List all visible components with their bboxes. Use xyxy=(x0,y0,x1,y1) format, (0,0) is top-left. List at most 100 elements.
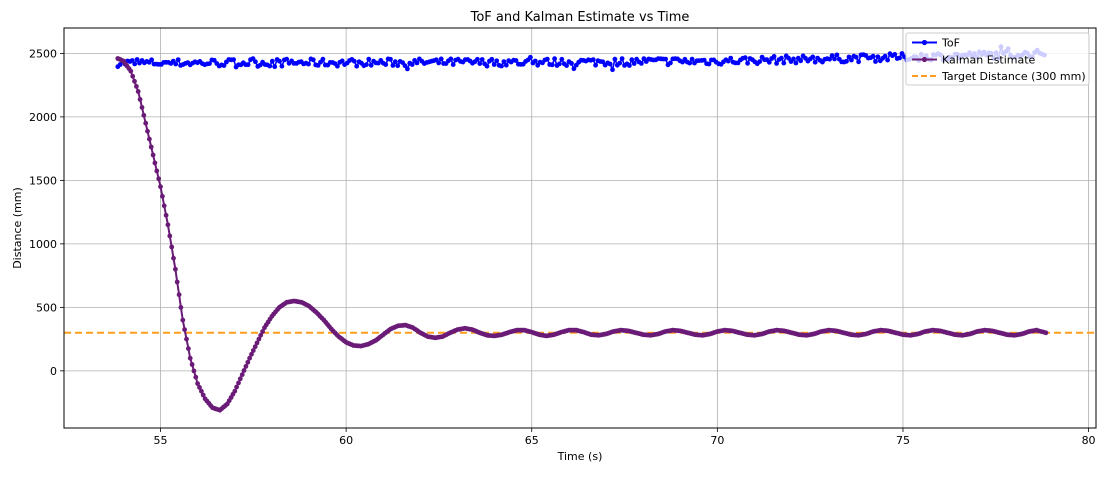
kalman-point xyxy=(176,292,182,298)
tof-point xyxy=(569,61,574,66)
kalman-point xyxy=(239,372,245,378)
x-tick-label: 60 xyxy=(339,434,353,447)
kalman-point xyxy=(199,388,204,394)
tof-point xyxy=(827,56,832,62)
tof-point xyxy=(149,57,155,63)
tof-point xyxy=(436,60,442,66)
x-axis-ticks: 55 60 65 70 75 80 xyxy=(154,428,1096,447)
kalman-point xyxy=(186,346,191,351)
grid-layer xyxy=(64,28,1096,428)
tof-point xyxy=(668,60,673,66)
tof-point xyxy=(438,56,444,62)
tof-point xyxy=(549,62,555,68)
tof-point xyxy=(882,53,888,59)
tof-point xyxy=(564,63,569,68)
tof-point xyxy=(134,57,140,62)
tof-point xyxy=(499,63,504,69)
kalman-point xyxy=(180,317,186,323)
x-tick-label: 70 xyxy=(710,434,724,447)
y-tick-label: 2000 xyxy=(29,111,57,124)
tof-point xyxy=(284,56,290,62)
legend-box xyxy=(905,32,1090,86)
tof-point xyxy=(631,61,637,66)
kalman-point xyxy=(187,355,193,361)
tof-point xyxy=(388,56,393,62)
y-tick-label: 1000 xyxy=(29,238,57,251)
kalman-point xyxy=(137,97,143,102)
tof-point xyxy=(269,58,275,64)
tof-point xyxy=(812,59,818,65)
tof-point xyxy=(272,64,278,70)
y-tick-label: 500 xyxy=(36,301,57,314)
legend-item-tof: ToF xyxy=(912,37,960,50)
tof-point xyxy=(513,58,519,63)
kalman-point xyxy=(174,279,180,285)
y-tick-label: 0 xyxy=(50,365,57,378)
tof-point xyxy=(687,60,693,66)
tof-point xyxy=(897,55,902,61)
kalman-point xyxy=(135,89,141,94)
legend-label-kalman: Kalman Estimate xyxy=(942,54,1036,67)
tof-point xyxy=(207,61,212,66)
tof-point xyxy=(590,57,596,62)
tof-point xyxy=(306,61,311,67)
tof-point xyxy=(873,59,878,64)
tof-point xyxy=(409,62,415,67)
tof-point xyxy=(774,61,779,66)
tof-point xyxy=(706,61,712,67)
tof-point xyxy=(559,56,565,62)
legend: ToF Kalman Estimate Target Distance (300… xyxy=(905,32,1090,86)
kalman-point xyxy=(169,244,175,250)
kalman-point xyxy=(165,222,171,228)
kalman-point xyxy=(130,73,136,79)
tof-point xyxy=(489,56,495,62)
tof-point xyxy=(414,60,420,66)
tof-point xyxy=(475,56,480,62)
kalman-point xyxy=(128,68,134,74)
kalman-point xyxy=(158,184,163,190)
kalman-point xyxy=(234,384,240,390)
tof-point xyxy=(810,54,816,60)
kalman-point xyxy=(154,168,160,174)
kalman-point xyxy=(260,329,265,334)
tof-point xyxy=(834,52,840,58)
kalman-point xyxy=(132,78,137,84)
y-axis-ticks: 0 500 1000 1500 2000 2500 xyxy=(29,47,64,378)
x-tick-label: 80 xyxy=(1082,434,1096,447)
kalman-point xyxy=(152,160,158,166)
kalman-point xyxy=(200,392,206,398)
kalman-point xyxy=(241,368,247,373)
tof-point xyxy=(320,56,326,62)
kalman-series xyxy=(115,56,1049,413)
tof-point xyxy=(354,63,360,69)
kalman-point xyxy=(237,376,243,382)
kalman-point xyxy=(156,176,162,182)
tof-point xyxy=(798,58,804,64)
kalman-point xyxy=(245,359,251,365)
kalman-point xyxy=(258,332,264,338)
tof-point xyxy=(484,63,490,69)
tof-point xyxy=(368,62,374,68)
tof-point xyxy=(351,58,357,64)
tof-point xyxy=(310,57,316,63)
x-tick-label: 75 xyxy=(896,434,910,447)
kalman-point xyxy=(236,380,241,386)
kalman-point xyxy=(163,212,169,218)
tof-point xyxy=(383,62,389,67)
tof-point xyxy=(532,58,538,64)
kalman-point xyxy=(254,340,260,346)
kalman-point xyxy=(250,348,256,353)
kalman-point xyxy=(173,266,178,272)
tof-point xyxy=(231,57,237,62)
tof-point xyxy=(494,58,500,64)
tof-point xyxy=(571,66,577,72)
tof-point xyxy=(339,58,345,64)
kalman-line xyxy=(117,57,1047,412)
tof-point xyxy=(899,51,905,56)
tof-point xyxy=(766,59,772,65)
tof-series xyxy=(115,43,1047,73)
tof-point xyxy=(793,60,799,66)
kalman-point xyxy=(147,136,152,142)
